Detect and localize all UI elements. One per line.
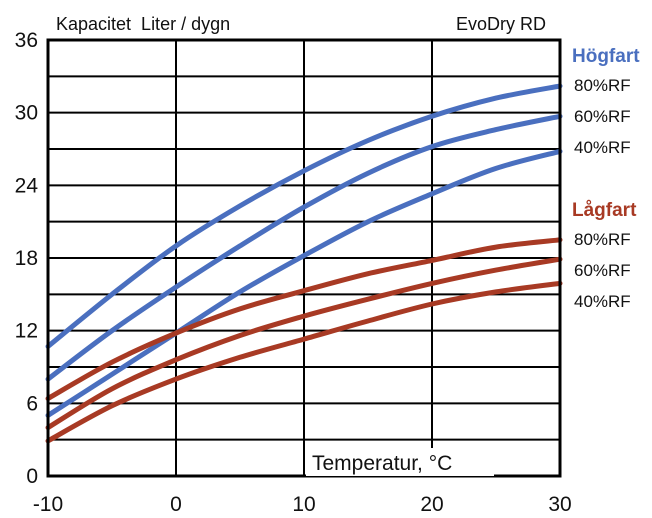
y-tick-label: 24 [15, 174, 39, 197]
series-line-lagfart-40-rf [45, 280, 563, 444]
x-tick-label: 0 [170, 493, 182, 516]
x-tick-label: 30 [548, 493, 571, 516]
legend-group-title: Högfart [572, 46, 640, 67]
legend: Högfart Lågfart 80%RF 60%RF 40%RF 80%RF 60%RF 4… [572, 46, 640, 311]
legend-series-label: 40%RF [574, 292, 631, 311]
y-tick-label: 12 [15, 320, 38, 343]
series-line-lagfart-60-rf [45, 256, 563, 431]
chart-title: Kapacitet Liter / dygn [56, 14, 230, 34]
model-name: EvoDry RD [456, 14, 546, 34]
y-tick-label: 0 [26, 465, 38, 488]
plot-border [46, 38, 562, 478]
legend-series-label: 80%RF [574, 76, 631, 95]
x-axis-label: Temperatur, °C [312, 452, 452, 475]
legend-group-title: Lågfart [572, 200, 637, 221]
x-tick-label: -10 [33, 493, 63, 516]
tick-labels: 0 6 12 18 24 30 36 -10 0 10 20 30 [15, 29, 572, 516]
series-line-hogfart-40-rf [45, 148, 563, 418]
x-tick-label: 10 [292, 493, 315, 516]
y-tick-label: 36 [15, 29, 38, 52]
legend-series-label: 80%RF [574, 230, 631, 249]
title-background [52, 8, 282, 34]
y-tick-label: 6 [26, 392, 38, 415]
legend-series-label: 60%RF [574, 261, 631, 280]
x-tick-label: 20 [420, 493, 443, 516]
legend-series-label: 60%RF [574, 107, 631, 126]
y-tick-label: 18 [15, 247, 38, 270]
series-lines [45, 83, 563, 444]
series-line-lagfart-80-rf [45, 237, 563, 401]
xlabel-background [306, 448, 494, 476]
series-line-hogfart-60-rf [45, 113, 563, 382]
legend-series-label: 40%RF [574, 138, 631, 157]
y-tick-label: 30 [15, 102, 38, 125]
series-line-hogfart-80-rf [45, 83, 563, 349]
model-background [436, 8, 552, 34]
plot-frame [46, 38, 562, 478]
